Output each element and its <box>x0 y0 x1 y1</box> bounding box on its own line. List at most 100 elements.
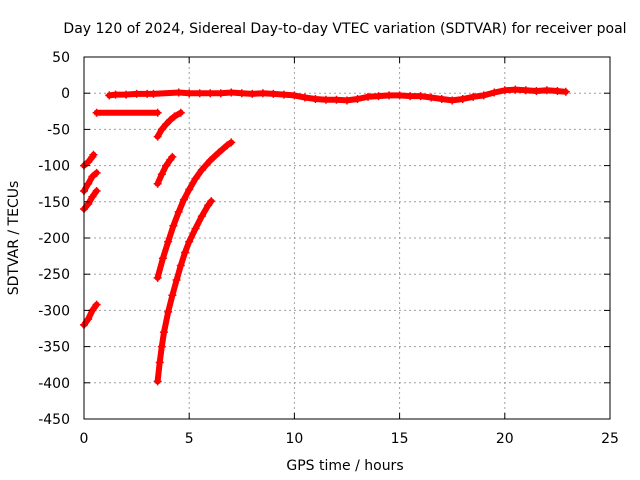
data-point <box>168 152 177 161</box>
series-isolated <box>92 108 162 117</box>
series-band <box>81 169 100 194</box>
data-point <box>185 185 194 194</box>
plot-marks <box>80 85 570 386</box>
data-point <box>162 120 171 129</box>
data-point <box>84 315 93 324</box>
data-point <box>353 94 362 103</box>
y-tick-label: -250 <box>38 267 70 283</box>
data-point <box>437 94 446 103</box>
data-point <box>385 91 394 100</box>
x-tick-label: 5 <box>185 431 194 447</box>
x-tick-label: 10 <box>285 431 303 447</box>
data-point <box>132 89 141 98</box>
data-point <box>164 307 173 316</box>
series-band <box>81 187 100 212</box>
data-point <box>191 174 200 183</box>
series-arc-6 <box>153 152 177 188</box>
data-point <box>532 87 541 96</box>
data-point <box>170 112 179 121</box>
y-tick-label: -400 <box>38 376 70 392</box>
x-tick-label: 0 <box>80 431 89 447</box>
y-tick-label: 0 <box>61 86 70 102</box>
data-point <box>92 300 101 309</box>
chart-title: Day 120 of 2024, Sidereal Day-to-day VTE… <box>63 21 626 37</box>
y-tick-label: -300 <box>38 303 70 319</box>
data-point <box>149 89 158 98</box>
data-point <box>216 89 225 98</box>
data-point <box>176 261 185 270</box>
data-point <box>157 170 166 179</box>
data-point <box>279 90 288 99</box>
data-point <box>458 94 467 103</box>
data-point <box>300 93 309 102</box>
series-arc-7 <box>153 138 236 282</box>
data-point <box>176 108 185 117</box>
data-point <box>416 92 425 101</box>
data-point <box>168 291 177 300</box>
x-tick-label: 25 <box>601 431 619 447</box>
data-point <box>153 132 162 141</box>
data-point <box>258 89 267 98</box>
data-point <box>172 275 181 284</box>
data-point <box>395 91 404 100</box>
series-main-trend <box>105 85 570 105</box>
data-point <box>206 156 215 165</box>
data-point <box>92 108 101 117</box>
data-point <box>479 91 488 100</box>
data-point <box>122 90 131 99</box>
data-point <box>92 168 101 177</box>
series-arc-5 <box>153 108 185 141</box>
data-point <box>448 96 457 105</box>
data-point <box>206 89 215 98</box>
data-point <box>521 86 530 95</box>
data-point <box>185 89 194 98</box>
data-point <box>180 248 189 257</box>
data-point <box>195 89 204 98</box>
data-point <box>197 165 206 174</box>
data-point <box>162 161 171 170</box>
y-tick-label: -200 <box>38 231 70 247</box>
data-point <box>157 125 166 134</box>
data-point <box>88 192 97 201</box>
data-point <box>237 89 246 98</box>
data-point <box>158 254 167 263</box>
series-arc-8 <box>153 197 216 386</box>
series-band <box>81 301 100 328</box>
data-point <box>191 224 200 233</box>
data-point <box>89 150 98 159</box>
data-point <box>153 108 162 117</box>
data-point <box>159 328 168 337</box>
data-point <box>166 115 175 124</box>
data-point <box>332 95 341 104</box>
y-tick-label: -150 <box>38 195 70 211</box>
data-point <box>227 138 236 147</box>
data-point <box>174 88 183 97</box>
data-point <box>374 92 383 101</box>
data-point <box>179 195 188 204</box>
data-point <box>84 157 93 166</box>
x-tick-label: 20 <box>496 431 514 447</box>
data-point <box>169 221 178 230</box>
y-tick-label: 50 <box>52 50 70 66</box>
data-point <box>343 96 351 105</box>
data-point <box>197 212 206 221</box>
data-point <box>311 94 320 103</box>
data-point <box>490 88 499 97</box>
data-point <box>500 86 509 95</box>
x-tick-label: 15 <box>391 431 409 447</box>
data-point <box>269 89 278 98</box>
data-point <box>204 201 213 210</box>
data-point <box>185 237 194 246</box>
y-tick-label: -350 <box>38 340 70 356</box>
x-axis-title: GPS time / hours <box>286 458 403 474</box>
data-point <box>469 92 478 101</box>
data-point <box>364 92 373 101</box>
data-point <box>207 197 216 206</box>
data-point <box>290 91 299 100</box>
data-point <box>427 93 436 102</box>
data-point <box>153 377 162 386</box>
data-point <box>84 179 93 188</box>
data-point <box>111 90 120 99</box>
